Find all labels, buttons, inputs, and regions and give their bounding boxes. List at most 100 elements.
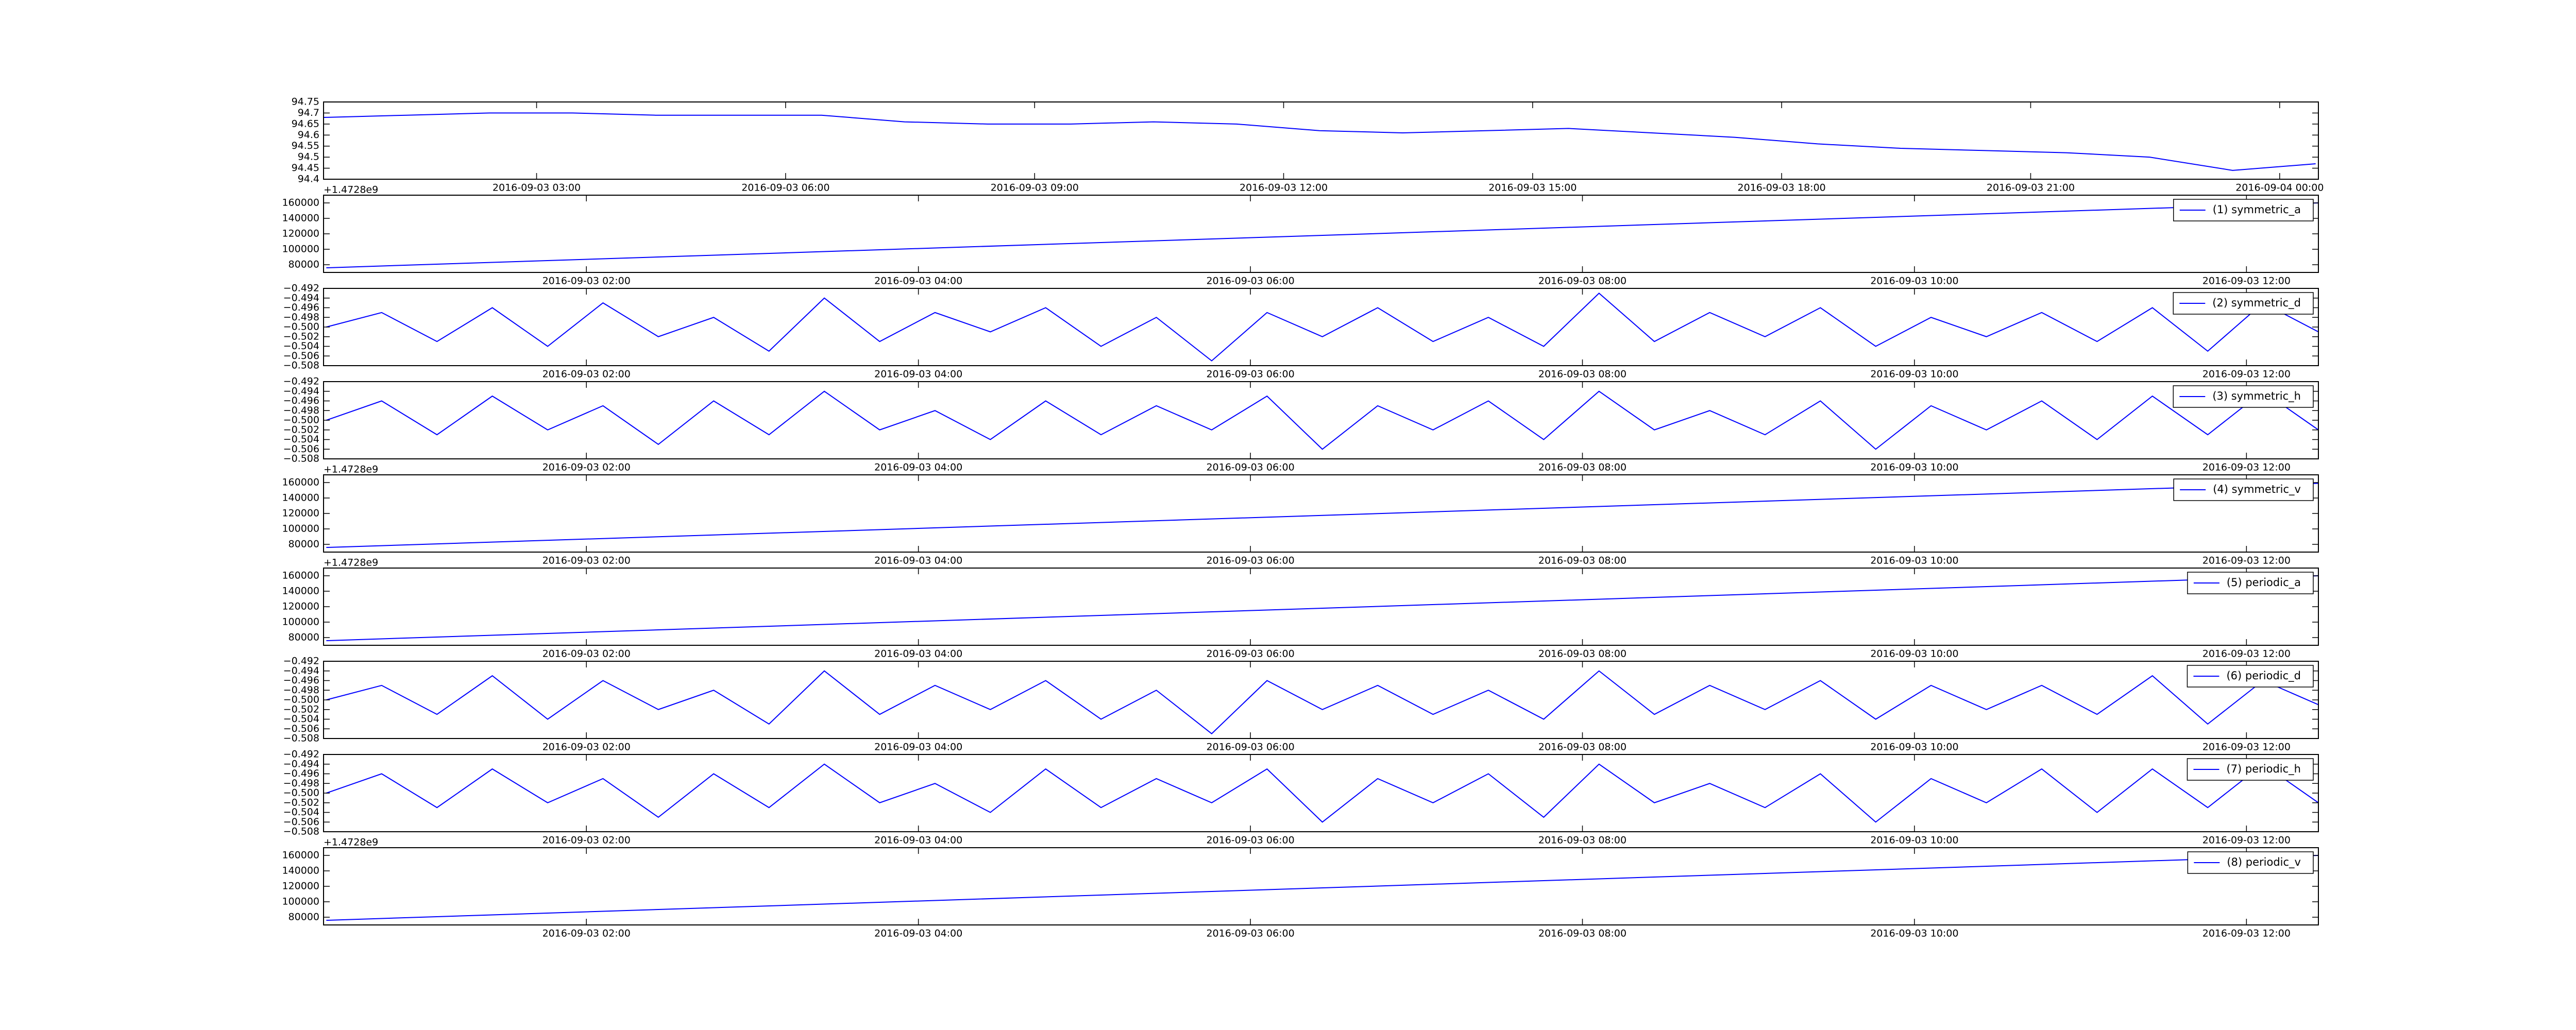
x-tick-label: 2016-09-04 00:00 xyxy=(2235,182,2324,194)
y-tick-label: 140000 xyxy=(282,492,319,504)
y-tick-label: −0.498 xyxy=(283,405,319,416)
x-tick-label: 2016-09-03 06:00 xyxy=(1206,555,1294,566)
y-tick-label: 160000 xyxy=(282,570,319,581)
legend: (7) periodic_h xyxy=(2187,758,2314,781)
data-line xyxy=(326,763,2318,823)
x-tick-label: 2016-09-03 06:00 xyxy=(1206,742,1294,753)
x-tick-label: 2016-09-03 08:00 xyxy=(1538,648,1626,660)
x-tick-label: 2016-09-03 08:00 xyxy=(1538,462,1626,473)
x-tick-label: 2016-09-03 12:00 xyxy=(2202,928,2291,939)
x-tick-label: 2016-09-03 10:00 xyxy=(1870,462,1958,473)
subplot: 80000 100000 120000 140000 160000 2016-09-03 … xyxy=(282,837,2319,939)
y-tick-label: 140000 xyxy=(282,213,319,224)
x-tick-label: 2016-09-03 02:00 xyxy=(543,276,631,287)
y-tick-label: 94.4 xyxy=(298,174,319,185)
y-tick-label: 100000 xyxy=(282,523,319,535)
x-tick-label: 2016-09-03 04:00 xyxy=(874,835,962,846)
legend: (8) periodic_v xyxy=(2187,851,2314,874)
x-tick-label: 2016-09-03 08:00 xyxy=(1538,742,1626,753)
y-tick-label: 140000 xyxy=(282,865,319,877)
y-tick-label: −0.508 xyxy=(283,453,319,465)
axes-frame xyxy=(323,754,2319,832)
y-offset-label: +1.4728e9 xyxy=(324,837,378,848)
y-tick-label: −0.496 xyxy=(283,395,319,406)
subplot: −0.508−0.506−0.504−0.502−0.500−0.498−0.4… xyxy=(283,749,2319,846)
axes-frame xyxy=(323,101,2319,180)
legend: (1) symmetric_a xyxy=(2173,199,2314,221)
x-tick-label: 2016-09-03 10:00 xyxy=(1870,276,1958,287)
y-offset-label: +1.4728e9 xyxy=(324,184,378,196)
y-tick-label: −0.504 xyxy=(283,340,319,352)
y-tick-label: −0.504 xyxy=(283,713,319,725)
y-tick-label: 80000 xyxy=(289,632,319,643)
x-tick-label: 2016-09-03 12:00 xyxy=(2202,648,2291,660)
y-offset-label: +1.4728e9 xyxy=(324,464,378,475)
x-tick-label: 2016-09-03 04:00 xyxy=(874,276,962,287)
x-tick-label: 2016-09-03 08:00 xyxy=(1538,369,1626,380)
legend: (5) periodic_a xyxy=(2187,572,2314,594)
plot-area xyxy=(326,293,2318,362)
y-tick-label: −0.502 xyxy=(283,424,319,435)
x-tick-label: 2016-09-03 12:00 xyxy=(2202,462,2291,473)
y-tick-label: 94.7 xyxy=(298,107,319,118)
x-tick-label: 2016-09-03 12:00 xyxy=(2202,369,2291,380)
y-tick-label: 160000 xyxy=(282,850,319,861)
x-tick-label: 2016-09-03 10:00 xyxy=(1870,928,1958,939)
y-tick-label: 94.65 xyxy=(292,118,319,129)
y-tick-label: 94.75 xyxy=(292,96,319,108)
x-tick-label: 2016-09-03 02:00 xyxy=(543,369,631,380)
x-tick-label: 2016-09-03 04:00 xyxy=(874,462,962,473)
plot-area xyxy=(326,763,2318,823)
y-tick-label: −0.492 xyxy=(283,656,319,667)
y-tick-label: −0.494 xyxy=(283,292,319,303)
y-tick-label: −0.504 xyxy=(283,434,319,445)
y-tick-label: −0.506 xyxy=(283,816,319,828)
data-line xyxy=(326,202,2318,268)
x-tick-label: 2016-09-03 10:00 xyxy=(1870,835,1958,846)
y-tick-label: 100000 xyxy=(282,896,319,907)
y-tick-label: −0.498 xyxy=(283,684,319,696)
y-tick-label: 94.6 xyxy=(298,129,319,141)
y-tick-label: −0.508 xyxy=(283,733,319,744)
plot-area xyxy=(326,855,2318,921)
legend: (2) symmetric_d xyxy=(2173,292,2314,315)
y-tick-label: 160000 xyxy=(282,197,319,209)
x-tick-label: 2016-09-03 15:00 xyxy=(1488,182,1577,194)
y-tick-label: −0.496 xyxy=(283,302,319,313)
y-tick-label: −0.498 xyxy=(283,312,319,323)
x-tick-label: 2016-09-03 04:00 xyxy=(874,648,962,660)
data-line xyxy=(326,293,2318,362)
x-tick-label: 2016-09-03 10:00 xyxy=(1870,648,1958,660)
y-tick-label: −0.492 xyxy=(283,749,319,760)
x-tick-label: 2016-09-03 12:00 xyxy=(2202,742,2291,753)
x-tick-label: 2016-09-03 06:00 xyxy=(1206,928,1294,939)
y-tick-label: 120000 xyxy=(282,601,319,612)
plot-area xyxy=(326,575,2318,641)
data-line xyxy=(326,575,2318,641)
subplot: −0.508−0.506−0.504−0.502−0.500−0.498−0.4… xyxy=(283,376,2319,473)
y-tick-label: 94.45 xyxy=(292,162,319,174)
y-tick-label: 80000 xyxy=(289,259,319,270)
subplot: −0.508−0.506−0.504−0.502−0.500−0.498−0.4… xyxy=(283,283,2319,380)
data-line xyxy=(326,855,2318,921)
y-tick-label: 120000 xyxy=(282,881,319,892)
y-tick-label: −0.508 xyxy=(283,826,319,837)
x-tick-label: 2016-09-03 04:00 xyxy=(874,555,962,566)
y-tick-label: −0.496 xyxy=(283,675,319,686)
x-tick-label: 2016-09-03 08:00 xyxy=(1538,835,1626,846)
x-tick-label: 2016-09-03 21:00 xyxy=(1987,182,2075,194)
legend-label: (6) periodic_d xyxy=(2226,670,2301,682)
x-tick-label: 2016-09-03 02:00 xyxy=(543,742,631,753)
x-tick-label: 2016-09-03 02:00 xyxy=(543,462,631,473)
x-tick-label: 2016-09-03 06:00 xyxy=(1206,648,1294,660)
data-line xyxy=(326,390,2318,450)
y-tick-label: 94.5 xyxy=(298,151,319,163)
y-tick-label: −0.494 xyxy=(283,665,319,676)
y-tick-label: 160000 xyxy=(282,477,319,488)
x-tick-label: 2016-09-03 04:00 xyxy=(874,369,962,380)
y-tick-label: −0.494 xyxy=(283,758,319,769)
x-tick-label: 2016-09-03 06:00 xyxy=(1206,369,1294,380)
y-tick-label: −0.502 xyxy=(283,703,319,715)
